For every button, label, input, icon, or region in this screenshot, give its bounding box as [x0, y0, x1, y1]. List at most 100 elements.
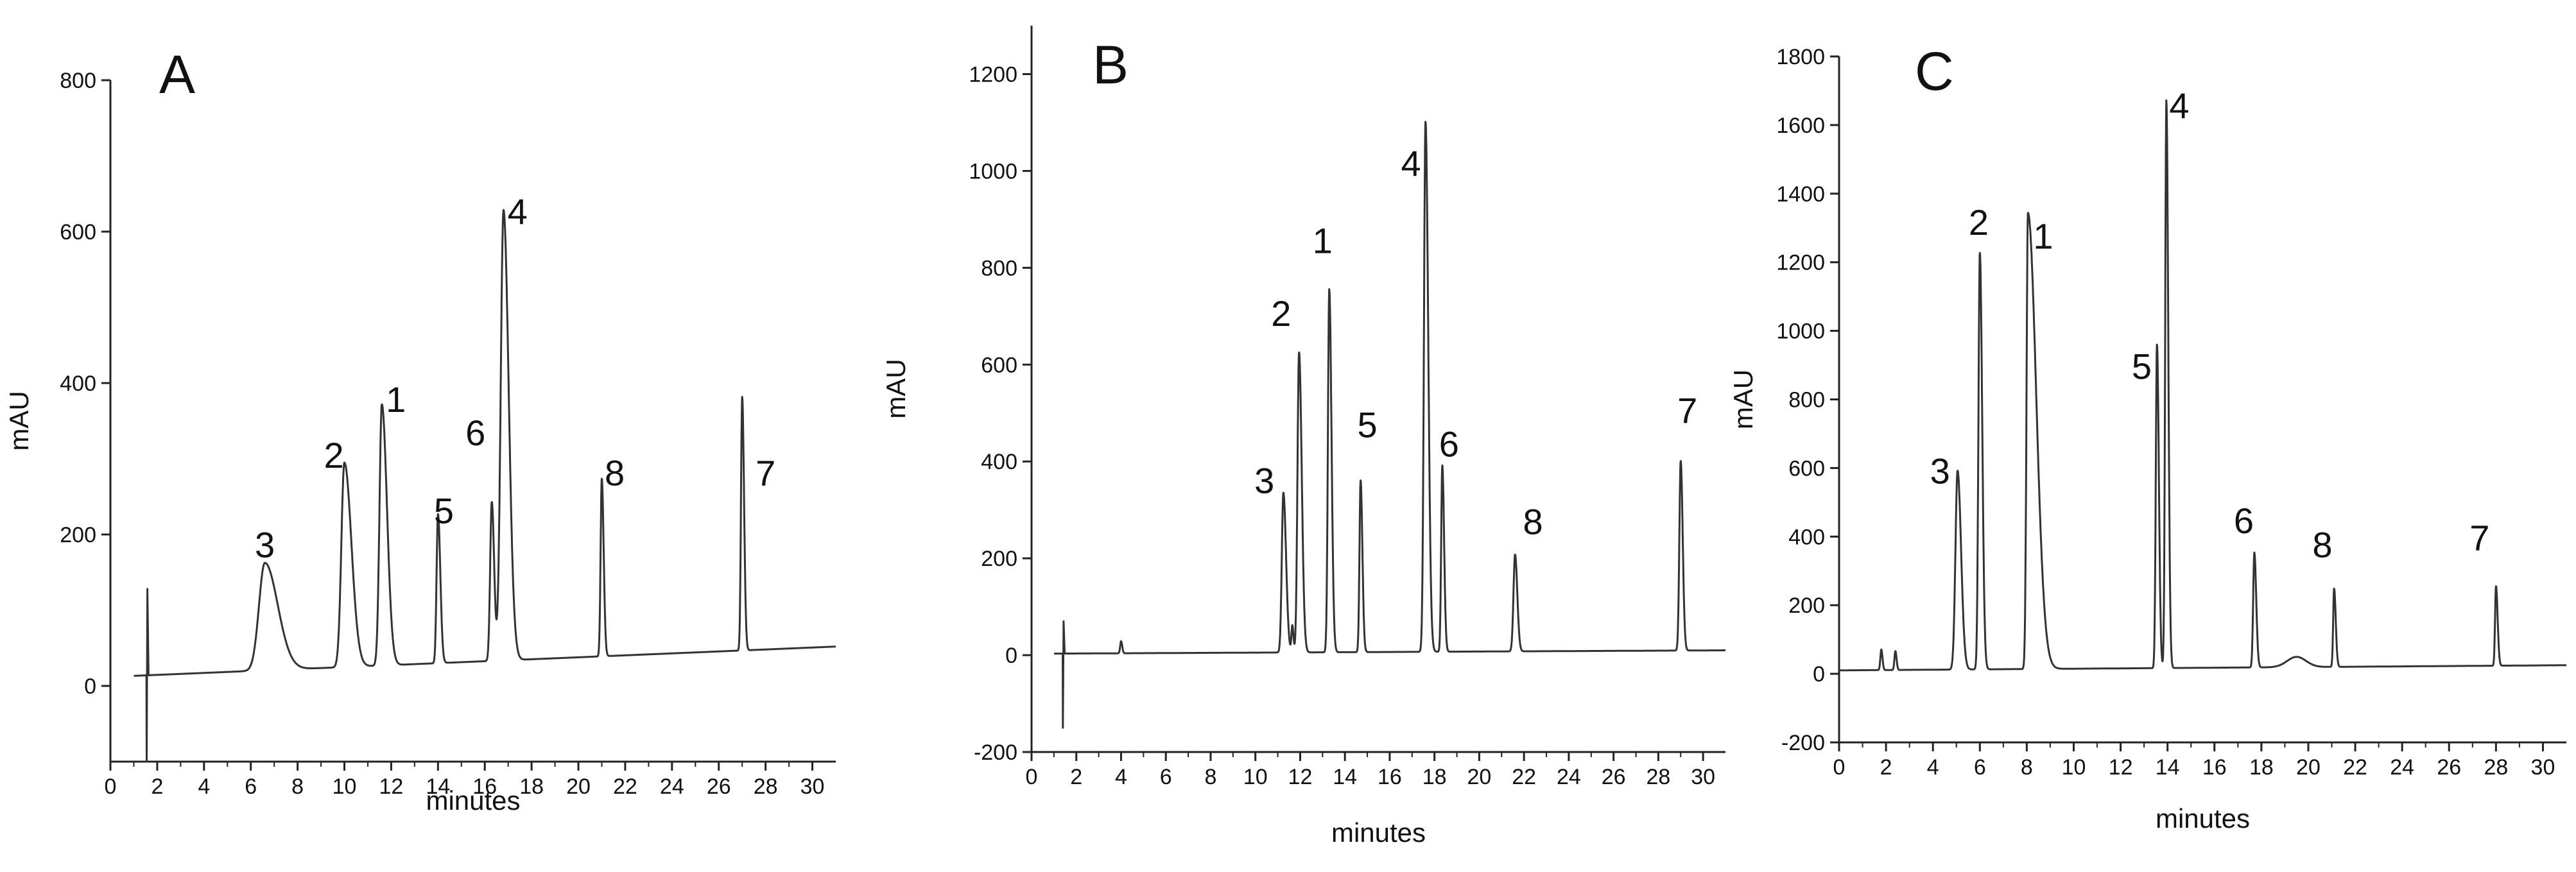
peak-label: 6 — [465, 413, 485, 453]
chromatogram-trace — [133, 209, 837, 763]
y-tick-label: 400 — [1788, 525, 1825, 549]
y-tick-label: 600 — [981, 353, 1017, 377]
y-tick-label: -200 — [1781, 731, 1825, 755]
peak-label: 7 — [2469, 518, 2489, 558]
panel-letter: B — [1093, 35, 1128, 95]
panel-letter: A — [159, 44, 195, 105]
x-tick-label: 22 — [613, 774, 637, 799]
y-tick-label: 400 — [60, 372, 96, 396]
peak-label: 5 — [1357, 404, 1377, 445]
x-axis-title: minutes — [2156, 803, 2250, 834]
peak-label: 1 — [1313, 221, 1333, 261]
peak-label: 6 — [1439, 424, 1459, 465]
peak-label: 2 — [1969, 202, 1989, 243]
x-tick-label: 12 — [379, 774, 404, 799]
chromatogram-panel-a: 0 2 4 6 8 10 12 14 16 18 20 22 24 26 28 300200400600800… — [4, 44, 837, 816]
peak-label: 1 — [386, 379, 406, 420]
x-tick-label: 30 — [2531, 755, 2555, 780]
x-tick-label: 18 — [519, 774, 544, 799]
peak-label: 7 — [1677, 390, 1697, 431]
y-tick-label: 0 — [1813, 662, 1825, 687]
chromatogram-panel-b: 0 2 4 6 8 10 12 14 16 18 20 22 24 26 28 30-200020040060… — [881, 26, 1727, 848]
panel-letter: C — [1915, 41, 1954, 101]
peak-label: 3 — [255, 524, 275, 565]
y-tick-label: 1800 — [1776, 45, 1825, 69]
y-tick-label: 200 — [1788, 594, 1825, 618]
x-tick-label: 10 — [333, 774, 357, 799]
x-tick-label: 20 — [1467, 765, 1492, 789]
peak-label: 4 — [508, 191, 528, 232]
x-tick-label: 28 — [1646, 765, 1670, 789]
x-tick-label: 2 — [151, 774, 163, 799]
x-tick-label: 20 — [2296, 755, 2321, 780]
x-tick-label: 4 — [198, 774, 210, 799]
x-tick-label: 14 — [2156, 755, 2180, 780]
peak-label: 8 — [2312, 524, 2332, 565]
x-tick-label: 2 — [1070, 765, 1082, 789]
x-tick-label: 18 — [2249, 755, 2274, 780]
x-tick-label: 26 — [2437, 755, 2461, 780]
chromatogram-trace — [1838, 99, 2568, 672]
x-tick-label: 8 — [1205, 765, 1217, 789]
x-tick-label: 24 — [2390, 755, 2414, 780]
x-tick-label: 16 — [1378, 765, 1402, 789]
y-tick-label: 1000 — [969, 159, 1017, 184]
y-tick-label: 600 — [60, 220, 96, 244]
x-tick-label: 14 — [426, 774, 450, 799]
x-tick-label: 16 — [472, 774, 497, 799]
x-tick-label: 12 — [1288, 765, 1313, 789]
peak-label: 8 — [605, 452, 625, 493]
peak-label: 4 — [2169, 85, 2189, 126]
y-tick-label: 1000 — [1776, 320, 1825, 344]
peak-label: 7 — [756, 452, 775, 493]
x-tick-label: 0 — [1833, 755, 1846, 780]
x-tick-label: 0 — [1026, 765, 1038, 789]
peak-label: 1 — [2033, 216, 2053, 256]
x-tick-label: 20 — [566, 774, 591, 799]
peak-label: 2 — [324, 435, 344, 475]
x-tick-label: 14 — [1333, 765, 1357, 789]
y-tick-label: 200 — [981, 547, 1017, 571]
x-tick-label: 6 — [1160, 765, 1172, 789]
x-tick-label: 2 — [1880, 755, 1892, 780]
x-tick-label: 8 — [291, 774, 304, 799]
chromatogram-trace — [1053, 121, 1727, 729]
x-tick-label: 22 — [1512, 765, 1536, 789]
y-tick-label: 1600 — [1776, 114, 1825, 138]
peak-label: 3 — [1254, 460, 1274, 500]
y-tick-label: 0 — [1005, 644, 1017, 668]
y-tick-label: 800 — [60, 69, 96, 93]
x-tick-label: 26 — [1602, 765, 1626, 789]
y-tick-label: 1400 — [1776, 182, 1825, 207]
y-tick-label: 400 — [981, 450, 1017, 474]
peak-label: 3 — [1930, 450, 1950, 491]
y-axis-title: mAU — [1728, 370, 1758, 429]
peak-label: 6 — [2234, 500, 2254, 541]
x-tick-label: 26 — [707, 774, 731, 799]
chromatogram-panel-c: 0 2 4 6 8 10 12 14 16 18 20 22 24 26 28 30-200020040060… — [1728, 41, 2568, 834]
peak-label: 4 — [1401, 143, 1421, 184]
y-tick-label: 800 — [981, 256, 1017, 280]
x-tick-label: 10 — [2062, 755, 2086, 780]
x-tick-label: 24 — [1557, 765, 1581, 789]
peak-label: 2 — [1271, 293, 1291, 334]
x-tick-label: 24 — [660, 774, 684, 799]
x-tick-label: 4 — [1927, 755, 1939, 780]
x-tick-label: 0 — [105, 774, 117, 799]
x-tick-label: 30 — [800, 774, 825, 799]
y-axis-title: mAU — [881, 359, 911, 418]
peak-label: 8 — [1523, 501, 1543, 542]
x-tick-label: 6 — [1974, 755, 1986, 780]
y-tick-label: 0 — [84, 674, 96, 699]
peak-label: 5 — [434, 490, 454, 531]
x-tick-label: 18 — [1422, 765, 1447, 789]
y-tick-label: 1200 — [969, 62, 1017, 87]
x-tick-label: 30 — [1691, 765, 1715, 789]
y-tick-label: 200 — [60, 523, 96, 547]
x-tick-label: 12 — [2109, 755, 2133, 780]
x-tick-label: 28 — [754, 774, 778, 799]
y-tick-label: 600 — [1788, 456, 1825, 481]
y-axis-title: mAU — [4, 391, 34, 450]
x-axis-title: minutes — [426, 785, 520, 816]
